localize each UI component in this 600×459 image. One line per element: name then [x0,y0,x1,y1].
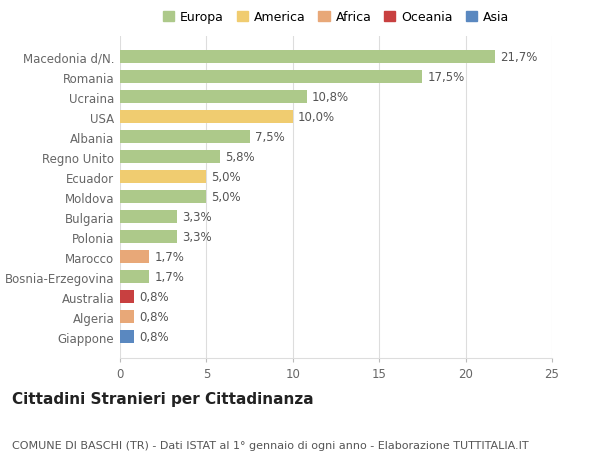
Bar [120,151,220,164]
Bar [120,271,149,284]
Bar [120,330,134,343]
Bar [120,71,422,84]
Bar [120,51,495,64]
Text: 7,5%: 7,5% [255,131,284,144]
Text: 17,5%: 17,5% [428,71,465,84]
Text: 21,7%: 21,7% [500,51,538,64]
Text: COMUNE DI BASCHI (TR) - Dati ISTAT al 1° gennaio di ogni anno - Elaborazione TUT: COMUNE DI BASCHI (TR) - Dati ISTAT al 1°… [12,440,529,450]
Bar [120,191,206,204]
Bar [120,131,250,144]
Text: 1,7%: 1,7% [155,251,184,263]
Bar [120,111,293,124]
Text: 1,7%: 1,7% [155,271,184,284]
Text: 5,8%: 5,8% [226,151,255,164]
Text: 10,0%: 10,0% [298,111,335,124]
Bar [120,291,134,303]
Bar [120,171,206,184]
Text: 5,0%: 5,0% [212,191,241,204]
Bar [120,91,307,104]
Text: 3,3%: 3,3% [182,211,212,224]
Text: 5,0%: 5,0% [212,171,241,184]
Bar [120,231,177,244]
Text: Cittadini Stranieri per Cittadinanza: Cittadini Stranieri per Cittadinanza [12,391,314,406]
Text: 10,8%: 10,8% [312,91,349,104]
Bar [120,211,177,224]
Legend: Europa, America, Africa, Oceania, Asia: Europa, America, Africa, Oceania, Asia [163,11,509,24]
Bar [120,311,134,324]
Text: 3,3%: 3,3% [182,231,212,244]
Text: 0,8%: 0,8% [139,330,169,343]
Text: 0,8%: 0,8% [139,310,169,324]
Bar [120,251,149,263]
Text: 0,8%: 0,8% [139,291,169,303]
